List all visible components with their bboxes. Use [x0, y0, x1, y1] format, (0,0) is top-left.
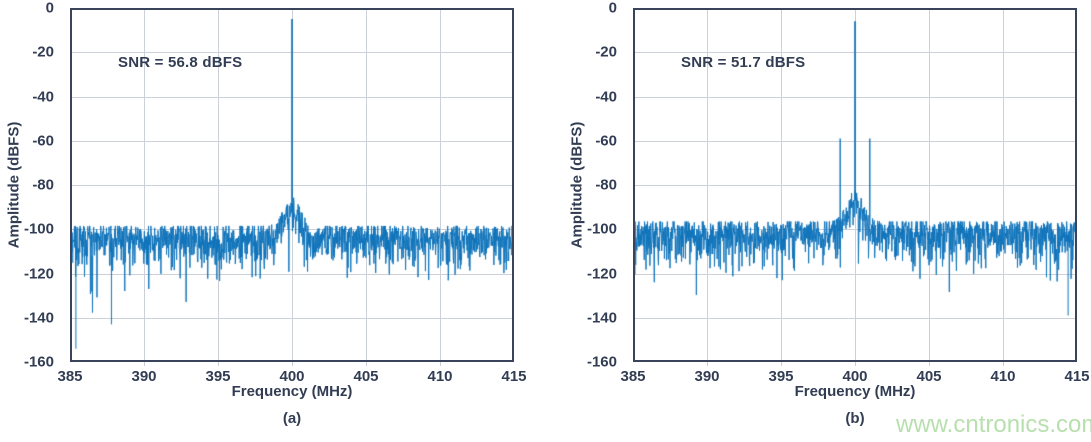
y-tick-label: -20 — [595, 43, 617, 61]
y-tick-label: -160 — [586, 353, 617, 371]
x-tick-mark — [440, 362, 441, 366]
y-axis-ticks: 0 -20 -40 -60 -80 -100 -120 -140 -160 — [563, 0, 625, 371]
watermark-text: www.cntronics.com — [896, 411, 1091, 438]
snr-annotation: SNR = 56.8 dBFS — [118, 54, 243, 71]
spectrum-trace — [70, 8, 514, 362]
y-tick-label: -100 — [23, 220, 54, 238]
x-tick-label: 395 — [768, 368, 794, 385]
plot-area: SNR = 51.7 dBFS — [633, 8, 1077, 362]
x-tick-mark — [144, 362, 145, 366]
x-tick-label: 410 — [990, 368, 1016, 385]
x-tick-mark — [292, 362, 293, 366]
x-tick-mark — [707, 362, 708, 366]
y-tick-label: -60 — [595, 132, 617, 150]
y-axis-ticks: 0 -20 -40 -60 -80 -100 -120 -140 -160 — [0, 0, 62, 371]
x-tick-label: 400 — [842, 368, 868, 385]
plot-area: SNR = 56.8 dBFS — [70, 8, 514, 362]
y-tick-label: -80 — [595, 176, 617, 194]
x-axis-ticks: 385 390 395 400 405 410 415 — [57, 362, 527, 388]
x-tick-label: 385 — [57, 368, 83, 385]
y-tick-label: -20 — [32, 43, 54, 61]
x-tick-mark — [855, 362, 856, 366]
y-tick-label: -140 — [23, 309, 54, 327]
x-tick-label: 405 — [353, 368, 379, 385]
x-tick-label: 415 — [1064, 368, 1090, 385]
spectrum-plot-b: Amplitude (dBFS) 0 -20 -40 -60 -80 -100 -120 -1… — [563, 0, 1091, 442]
x-tick-label: 390 — [131, 368, 157, 385]
y-tick-label: -100 — [586, 220, 617, 238]
x-tick-label: 405 — [916, 368, 942, 385]
y-tick-label: -60 — [32, 132, 54, 150]
subplot-caption-b: (b) — [845, 410, 865, 427]
y-tick-label: -80 — [32, 176, 54, 194]
snr-annotation: SNR = 51.7 dBFS — [681, 54, 806, 71]
x-axis-ticks: 385 390 395 400 405 410 415 — [620, 362, 1090, 388]
y-tick-label: 0 — [608, 0, 617, 17]
x-tick-mark — [366, 362, 367, 366]
x-tick-label: 410 — [427, 368, 453, 385]
spectrum-trace — [633, 8, 1077, 362]
spectrum-plot-a: Amplitude (dBFS) 0 -20 -40 -60 -80 -100 -120 -1… — [0, 0, 545, 442]
x-axis-label: Frequency (MHz) — [794, 383, 916, 400]
x-tick-label: 390 — [694, 368, 720, 385]
x-tick-mark — [781, 362, 782, 366]
x-tick-label: 400 — [279, 368, 305, 385]
x-tick-mark — [218, 362, 219, 366]
x-tick-label: 395 — [205, 368, 231, 385]
x-axis-label: Frequency (MHz) — [231, 383, 353, 400]
x-tick-label: 385 — [620, 368, 646, 385]
y-tick-label: -160 — [23, 353, 54, 371]
x-tick-mark — [1003, 362, 1004, 366]
subplot-caption-a: (a) — [282, 410, 302, 427]
y-tick-label: -120 — [23, 265, 54, 282]
y-tick-label: -140 — [586, 309, 617, 327]
y-tick-label: -40 — [595, 88, 617, 105]
y-tick-label: 0 — [45, 0, 54, 17]
y-tick-label: -40 — [32, 88, 54, 105]
y-tick-label: -120 — [586, 265, 617, 282]
x-tick-mark — [929, 362, 930, 366]
x-tick-label: 415 — [501, 368, 527, 385]
